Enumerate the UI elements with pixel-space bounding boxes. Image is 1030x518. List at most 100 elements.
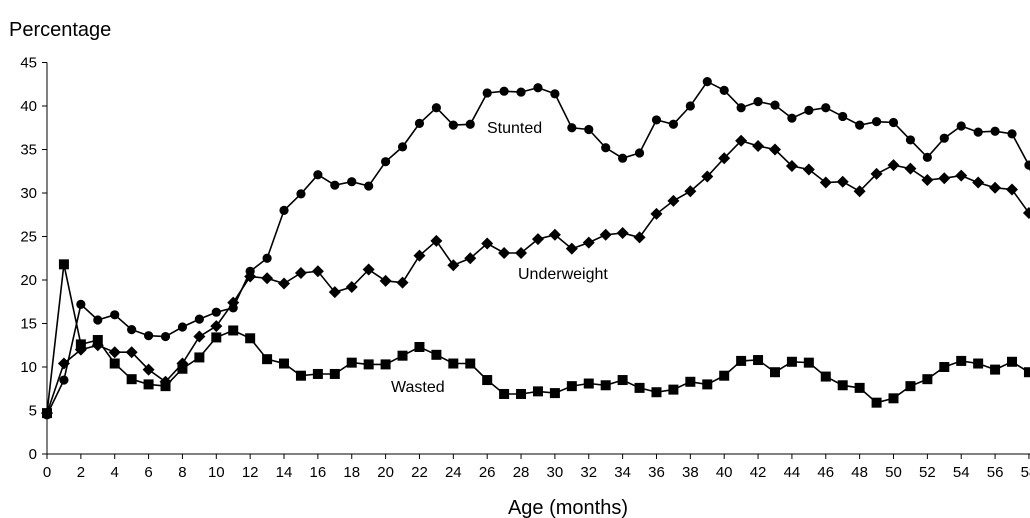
data-point-underweight (955, 169, 968, 182)
data-point-wasted (482, 375, 493, 386)
data-point-underweight (548, 228, 561, 241)
data-point-wasted (414, 341, 425, 352)
data-point-underweight (278, 277, 291, 290)
data-point-stunted (601, 143, 611, 153)
x-tick-label: 14 (276, 464, 293, 481)
data-point-stunted (143, 331, 154, 341)
x-tick-label: 4 (111, 464, 119, 481)
data-point-wasted (346, 357, 357, 368)
data-point-stunted (888, 117, 899, 128)
x-tick-label: 58 (1021, 464, 1030, 481)
data-point-underweight (362, 263, 375, 276)
data-point-wasted (228, 325, 239, 336)
data-point-wasted (973, 358, 984, 369)
data-point-underweight (294, 267, 307, 280)
data-point-underweight (650, 207, 663, 220)
data-point-stunted (618, 153, 628, 163)
data-point-underweight (311, 265, 324, 278)
data-point-underweight (328, 286, 341, 299)
data-point-underweight (718, 152, 731, 165)
x-tick-label: 10 (208, 464, 225, 481)
x-tick-label: 42 (750, 464, 767, 481)
data-point-underweight (836, 175, 849, 188)
x-tick-label: 6 (144, 464, 152, 481)
data-point-stunted (59, 375, 69, 385)
data-point-underweight (447, 259, 460, 272)
data-point-wasted (753, 355, 764, 366)
x-tick-label: 22 (411, 464, 428, 481)
data-point-wasted (245, 333, 256, 344)
data-point-wasted (194, 352, 205, 363)
data-point-stunted (922, 152, 932, 162)
data-point-underweight (1006, 183, 1019, 196)
data-point-stunted (634, 148, 645, 158)
x-tick-label: 36 (648, 464, 665, 481)
y-tick-label: 20 (20, 272, 37, 289)
x-tick-label: 20 (377, 464, 394, 481)
data-point-underweight (887, 159, 900, 172)
data-point-stunted (110, 310, 120, 320)
data-point-stunted (1007, 129, 1017, 139)
annotation-underweight: Underweight (518, 266, 608, 283)
data-point-stunted (973, 127, 983, 137)
annotation-stunted: Stunted (487, 120, 542, 137)
data-point-wasted (58, 259, 69, 270)
data-point-wasted (854, 382, 865, 393)
y-tick-label: 5 (29, 403, 37, 420)
data-point-wasted (465, 358, 476, 369)
data-point-wasted (566, 381, 577, 392)
data-point-stunted (482, 88, 492, 98)
data-point-stunted (279, 205, 289, 215)
data-point-underweight (227, 296, 240, 309)
data-point-stunted (364, 181, 374, 191)
data-point-underweight (531, 233, 544, 246)
x-tick-label: 44 (784, 464, 801, 481)
data-point-wasted (211, 332, 222, 343)
x-axis: 0 2 4 6 8 10 12 14 16 18 20 22 24 26 28 30 32 34 36 38 40 42 4… (43, 453, 1030, 481)
data-point-stunted (533, 83, 543, 93)
y-tick-label: 10 (20, 359, 37, 376)
data-point-underweight (413, 249, 426, 262)
data-point-underweight (921, 173, 934, 186)
data-point-stunted (990, 126, 1000, 136)
y-axis: 0 5 10 15 20 25 30 35 40 45 (20, 55, 48, 463)
data-point-wasted (363, 359, 374, 370)
data-point-wasted (109, 358, 120, 369)
data-point-stunted (330, 180, 340, 190)
data-point-underweight (108, 346, 121, 359)
data-point-stunted (76, 299, 86, 309)
data-point-stunted (431, 103, 441, 113)
data-point-wasted (888, 393, 899, 404)
data-point-stunted (804, 105, 814, 115)
data-point-wasted (143, 379, 154, 390)
data-point-stunted (296, 189, 306, 199)
data-point-stunted (567, 123, 577, 133)
data-point-stunted (347, 177, 357, 187)
data-point-underweight (345, 280, 358, 293)
data-point-underweight (464, 252, 477, 265)
data-point-stunted (855, 120, 865, 130)
y-tick-label: 0 (29, 446, 37, 463)
data-point-underweight (481, 237, 494, 250)
data-point-stunted (516, 87, 526, 97)
data-point-underweight (244, 270, 257, 283)
data-point-stunted (127, 324, 137, 335)
data-point-underweight (582, 236, 595, 249)
data-point-stunted (736, 103, 746, 113)
data-point-wasted (820, 371, 831, 382)
data-point-underweight (599, 228, 612, 241)
data-point-wasted (871, 397, 882, 408)
data-point-wasted (329, 368, 340, 379)
data-point-underweight (752, 140, 765, 153)
y-axis-label: Percentage (9, 19, 111, 41)
data-point-stunted (753, 97, 763, 107)
data-point-underweight (142, 363, 155, 376)
data-point-underweight (904, 162, 917, 175)
data-point-stunted (651, 115, 662, 125)
data-point-stunted (939, 133, 949, 143)
data-point-wasted (532, 386, 543, 397)
x-tick-label: 46 (817, 464, 834, 481)
x-tick-label: 8 (178, 464, 186, 481)
data-point-stunted (313, 170, 323, 180)
data-point-stunted (262, 253, 272, 263)
